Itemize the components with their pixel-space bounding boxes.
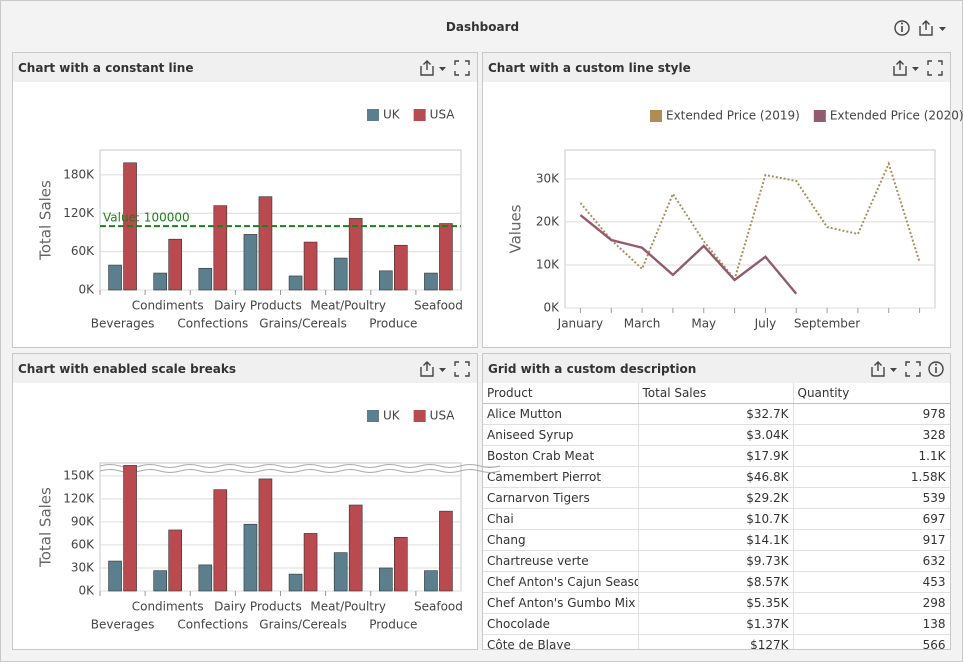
grid-cell: $32.7K <box>638 403 794 425</box>
panel-icons[interactable] <box>417 359 473 379</box>
grid-cell: 1.1K <box>793 445 950 467</box>
panel: Chart with a custom line style <box>482 52 951 348</box>
grid: Product Total Sales Quantity Alice Mutton $3… <box>483 383 950 649</box>
panel-icons[interactable] <box>868 359 946 379</box>
grid-cell: $46.8K <box>638 466 794 488</box>
panel-header: Chart with a custom line style <box>483 53 950 82</box>
panel-header: Grid with a custom description <box>483 354 950 383</box>
grid-cell: Chai <box>483 508 639 530</box>
panel: Chart with a constant line <box>12 52 478 348</box>
grid-cell: Boston Crab Meat <box>483 445 639 467</box>
grid-row[interactable]: Chang $14.1K 917 <box>483 529 950 551</box>
panel-title: Chart with enabled scale breaks <box>18 362 236 376</box>
grid-row[interactable]: Chocolade $1.37K 138 <box>483 613 950 635</box>
grid-cell: 539 <box>793 487 950 509</box>
grid-row[interactable]: Camembert Pierrot $46.8K 1.58K <box>483 466 950 488</box>
grid-cell: 298 <box>793 592 950 614</box>
grid-panel: Grid with a custom description Product To… <box>482 353 951 650</box>
panel-icons[interactable] <box>417 58 473 78</box>
grid-cell: Camembert Pierrot <box>483 466 639 488</box>
panel-header: Chart with a constant line <box>13 53 477 82</box>
panel-title: Chart with a custom line style <box>488 61 691 75</box>
grid-row[interactable]: Côte de Blaye $127K 566 <box>483 634 950 649</box>
grid-row[interactable]: Chef Anton's Cajun Seaso... $8.57K 453 <box>483 571 950 593</box>
grid-row[interactable]: Chai $10.7K 697 <box>483 508 950 530</box>
grid-cell: Chocolade <box>483 613 639 635</box>
grid-cell: $5.35K <box>638 592 794 614</box>
grid-cell: Chef Anton's Gumbo Mix <box>483 592 639 614</box>
grid-cell: 917 <box>793 529 950 551</box>
panel-icons[interactable] <box>890 58 946 78</box>
grid-cell: Aniseed Syrup <box>483 424 639 446</box>
panel: Chart with enabled scale breaks <box>12 353 478 650</box>
grid-cell: Chang <box>483 529 639 551</box>
grid-cell: $1.37K <box>638 613 794 635</box>
grid-cell: Chartreuse verte <box>483 550 639 572</box>
panel-title: Chart with a constant line <box>18 61 194 75</box>
grid-row[interactable]: Chartreuse verte $9.73K 632 <box>483 550 950 572</box>
grid-cell: Côte de Blaye <box>483 634 639 649</box>
grid-row[interactable]: Carnarvon Tigers $29.2K 539 <box>483 487 950 509</box>
column-header: Quantity <box>793 383 950 404</box>
grid-cell: $127K <box>638 634 794 649</box>
grid-cell: $8.57K <box>638 571 794 593</box>
grid-row[interactable]: Alice Mutton $32.7K 978 <box>483 403 950 425</box>
grid-cell: 1.58K <box>793 466 950 488</box>
grid-cell: Chef Anton's Cajun Seaso... <box>483 571 639 593</box>
grid-cell: 453 <box>793 571 950 593</box>
grid-cell: $10.7K <box>638 508 794 530</box>
column-header: Total Sales <box>638 383 794 404</box>
grid-cell: $9.73K <box>638 550 794 572</box>
grid-cell: 328 <box>793 424 950 446</box>
panel-header: Chart with enabled scale breaks <box>13 354 477 383</box>
dashboard-title: Dashboard <box>445 20 520 34</box>
grid-cell: 566 <box>793 634 950 649</box>
grid-cell: $3.04K <box>638 424 794 446</box>
grid-cell: Alice Mutton <box>483 403 639 425</box>
grid-cell: 697 <box>793 508 950 530</box>
grid-row[interactable]: Chef Anton's Gumbo Mix $5.35K 298 <box>483 592 950 614</box>
grid-cell: $17.9K <box>638 445 794 467</box>
grid-cell: 138 <box>793 613 950 635</box>
grid-cell: 632 <box>793 550 950 572</box>
grid-row[interactable]: Boston Crab Meat $17.9K 1.1K <box>483 445 950 467</box>
grid-cell: 978 <box>793 403 950 425</box>
grid-row[interactable]: Aniseed Syrup $3.04K 328 <box>483 424 950 446</box>
grid-cell: $14.1K <box>638 529 794 551</box>
panel-title: Grid with a custom description <box>488 362 697 376</box>
dashboard-icons[interactable] <box>893 18 953 38</box>
grid-cell: $29.2K <box>638 487 794 509</box>
grid-cell: Carnarvon Tigers <box>483 487 639 509</box>
column-header: Product <box>483 383 639 404</box>
